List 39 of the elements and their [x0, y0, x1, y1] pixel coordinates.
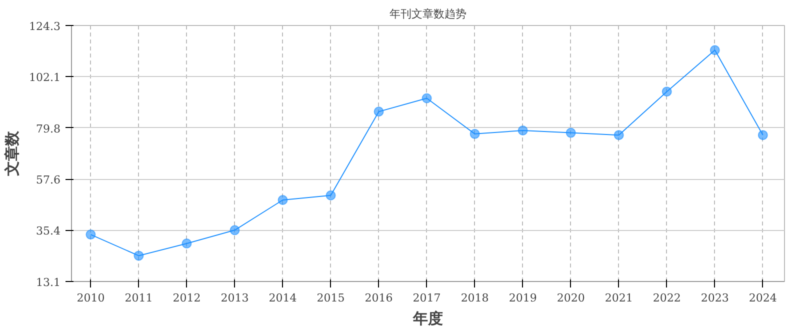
x-axis-title: 年度: [412, 310, 443, 328]
x-tick-label: 2020: [556, 292, 585, 304]
x-tick-label: 2015: [316, 292, 345, 304]
point: [710, 45, 720, 56]
x-tick-label: 2018: [460, 292, 489, 304]
point: [182, 238, 192, 249]
y-axis-title: 文章数: [3, 130, 22, 177]
point: [566, 128, 576, 138]
point: [86, 230, 96, 240]
x-tick-label: 2011: [124, 292, 153, 304]
y-tick-label: 13.1: [36, 276, 61, 289]
y-tick-label: 124.3: [29, 20, 61, 33]
y-tick-label: 79.8: [36, 122, 61, 136]
x-tick-label: 2016: [364, 292, 393, 304]
point: [134, 250, 144, 261]
point: [758, 130, 768, 140]
x-tick-label: 2013: [220, 292, 249, 304]
x-tick-label: 2019: [508, 292, 537, 304]
point: [518, 125, 528, 136]
x-tick-label: 2023: [700, 292, 729, 304]
point: [614, 130, 624, 140]
point: [422, 93, 432, 104]
point: [662, 86, 672, 97]
x-tick-label: 2012: [172, 292, 201, 304]
y-tick-label: 35.4: [36, 224, 61, 238]
x-tick-label: 2022: [652, 292, 681, 304]
x-tick-label: 2021: [604, 292, 633, 304]
point: [278, 195, 288, 205]
x-tick-label: 2014: [268, 292, 297, 304]
point: [326, 190, 336, 200]
chart-title: 年刊文章数趋势: [390, 8, 466, 20]
point: [374, 106, 384, 117]
x-tick-label: 2024: [748, 292, 777, 304]
y-tick-label: 57.6: [36, 174, 61, 187]
point: [230, 225, 240, 236]
x-tick-label: 2017: [412, 292, 441, 304]
point: [470, 128, 480, 139]
x-tick-label: 2010: [76, 292, 105, 304]
y-tick-label: 102.1: [29, 71, 61, 84]
